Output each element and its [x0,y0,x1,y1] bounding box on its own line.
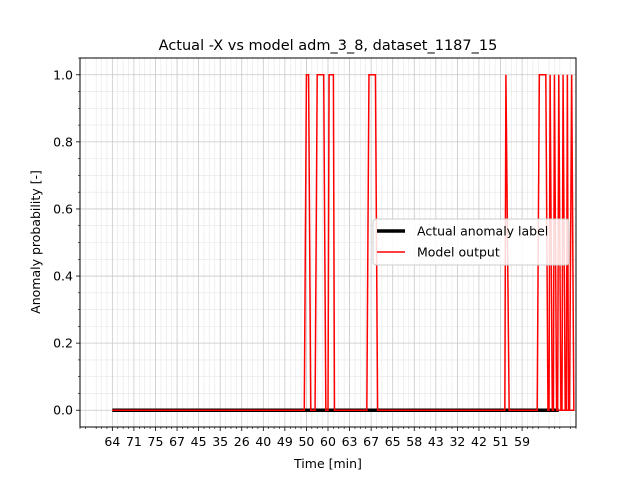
legend-box [372,218,570,266]
x-tick-label: 65 [385,434,401,449]
legend-label-model: Model output [417,245,500,260]
x-tick-label: 71 [126,434,142,449]
y-tick-label: 1.0 [53,67,73,82]
x-tick-label: 35 [212,434,228,449]
x-axis: 64 71 75 67 45 35 26 40 49 50 60 63 67 65 58 43 32 42 51 59 [79,427,577,449]
chart-title: Actual -X vs model adm_3_8, dataset_1187… [159,38,498,54]
x-tick-label: 42 [471,434,487,449]
legend: Actual anomaly label Model output [372,218,570,266]
x-tick-label: 60 [320,434,336,449]
series-layer [112,74,575,412]
y-tick-label: 0.0 [53,403,73,418]
x-tick-label: 45 [191,434,207,449]
y-tick-label: 0.4 [53,269,73,284]
legend-label-actual: Actual anomaly label [417,224,548,239]
x-tick-label: 50 [298,434,314,449]
x-tick-label: 63 [342,434,358,449]
x-tick-label: 67 [169,434,185,449]
x-tick-label: 43 [428,434,444,449]
y-tick-label: 0.2 [53,336,73,351]
x-axis-label: Time [min] [293,456,362,471]
x-tick-label: 58 [406,434,422,449]
x-tick-label: 49 [277,434,293,449]
x-tick-label: 32 [449,434,465,449]
x-tick-label: 75 [148,434,164,449]
x-tick-label: 40 [255,434,271,449]
x-tick-label: 51 [493,434,509,449]
x-tick-label: 64 [104,434,120,449]
x-tick-label: 26 [234,434,250,449]
x-tick-label: 67 [363,434,379,449]
series-model-output [112,74,575,411]
y-axis-label: Anomaly probability [-] [28,170,43,314]
x-tick-label: 59 [514,434,530,449]
y-axis: 0.0 0.2 0.4 0.6 0.8 1.0 [53,57,80,418]
y-tick-label: 0.6 [53,201,73,216]
y-tick-label: 0.8 [53,134,73,149]
